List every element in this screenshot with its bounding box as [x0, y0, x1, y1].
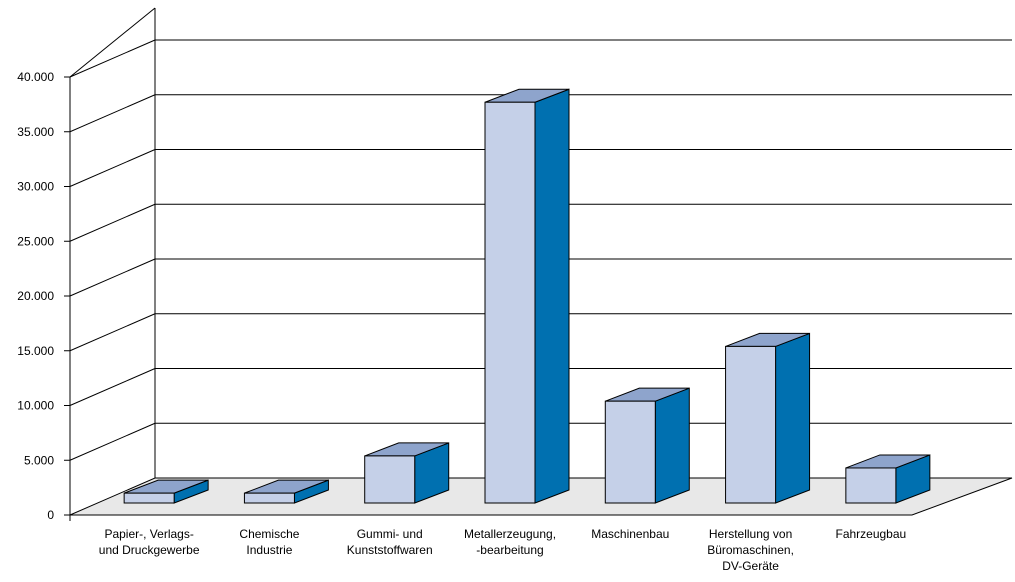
- bar: [123, 479, 209, 504]
- y-axis-ticks: 0 5.000 10.000 15.000 20.000 25.000 30.000 35.0…: [17, 70, 70, 522]
- x-category-label-line: Gummi- und: [357, 527, 423, 541]
- x-category-label-line: Kunststoffwaren: [347, 543, 433, 557]
- category-labels: Papier-, Verlags-und Druckgewerbe Chemisc…: [99, 527, 906, 573]
- y-tick-label: 40.000: [17, 70, 54, 84]
- grid-line-side: [69, 203, 156, 242]
- x-category-label: Herstellung von Büromaschinen, DV-Geräte: [707, 527, 794, 573]
- bar-front: [364, 455, 416, 504]
- bar: [845, 454, 931, 504]
- x-category-label-line: Maschinenbau: [591, 527, 669, 541]
- x-category-label-line: -bearbeitung: [476, 543, 543, 557]
- grid-line-side: [69, 422, 156, 461]
- bar-front: [243, 492, 295, 504]
- x-category-label: Metallerzeugung, -bearbeitung: [464, 527, 556, 557]
- x-category-label-line: DV-Geräte: [722, 559, 779, 573]
- grid-line-side: [69, 368, 156, 406]
- bar-side: [775, 332, 811, 504]
- top-edge: [69, 7, 156, 78]
- y-tick-label: 15.000: [17, 344, 54, 358]
- x-category-label: Papier-, Verlags-und Druckgewerbe: [99, 527, 200, 557]
- x-category-label-line: Herstellung von: [709, 527, 792, 541]
- bar: [604, 387, 690, 504]
- y-tick-label: 5.000: [24, 453, 54, 467]
- grid-line-side: [69, 149, 156, 187]
- y-tick-label: 30.000: [17, 180, 54, 194]
- x-category-label: Maschinenbau: [591, 527, 669, 541]
- x-category-label: Chemische Industrie: [239, 527, 299, 557]
- x-category-label-line: Fahrzeugbau: [835, 527, 906, 541]
- x-category-label-line: Metallerzeugung,: [464, 527, 556, 541]
- y-tick-label: 0: [47, 508, 54, 522]
- bar-side: [534, 88, 570, 504]
- grid-line-side: [69, 39, 156, 78]
- y-tick-label: 35.000: [17, 125, 54, 139]
- bar-front: [484, 101, 536, 504]
- x-category-label-line: Papier-, Verlags-: [104, 527, 193, 541]
- grid-line-side: [69, 258, 156, 297]
- bar-front: [604, 400, 656, 504]
- bar-front: [725, 345, 777, 504]
- bars: [123, 88, 931, 504]
- y-tick-label: 25.000: [17, 234, 54, 248]
- y-tick-label: 10.000: [17, 399, 54, 413]
- bar: [725, 332, 811, 504]
- bar: [484, 88, 570, 504]
- bar-front: [845, 467, 897, 504]
- x-category-label: Fahrzeugbau: [835, 527, 906, 541]
- x-category-label-line: und Druckgewerbe: [99, 543, 200, 557]
- x-category-label-line: Chemische: [239, 527, 299, 541]
- bar-front: [123, 492, 175, 504]
- x-category-label: Gummi- und Kunststoffwaren: [347, 527, 433, 557]
- axes: [69, 7, 156, 521]
- grid-line-side: [69, 94, 156, 133]
- bar: [364, 442, 450, 504]
- grid-lines: [69, 39, 1012, 461]
- bar-side: [654, 387, 690, 504]
- bar: [243, 479, 329, 504]
- y-tick-label: 20.000: [17, 289, 54, 303]
- x-category-label-line: Industrie: [246, 543, 292, 557]
- x-category-label-line: Büromaschinen,: [707, 543, 794, 557]
- grid-line-side: [69, 313, 156, 352]
